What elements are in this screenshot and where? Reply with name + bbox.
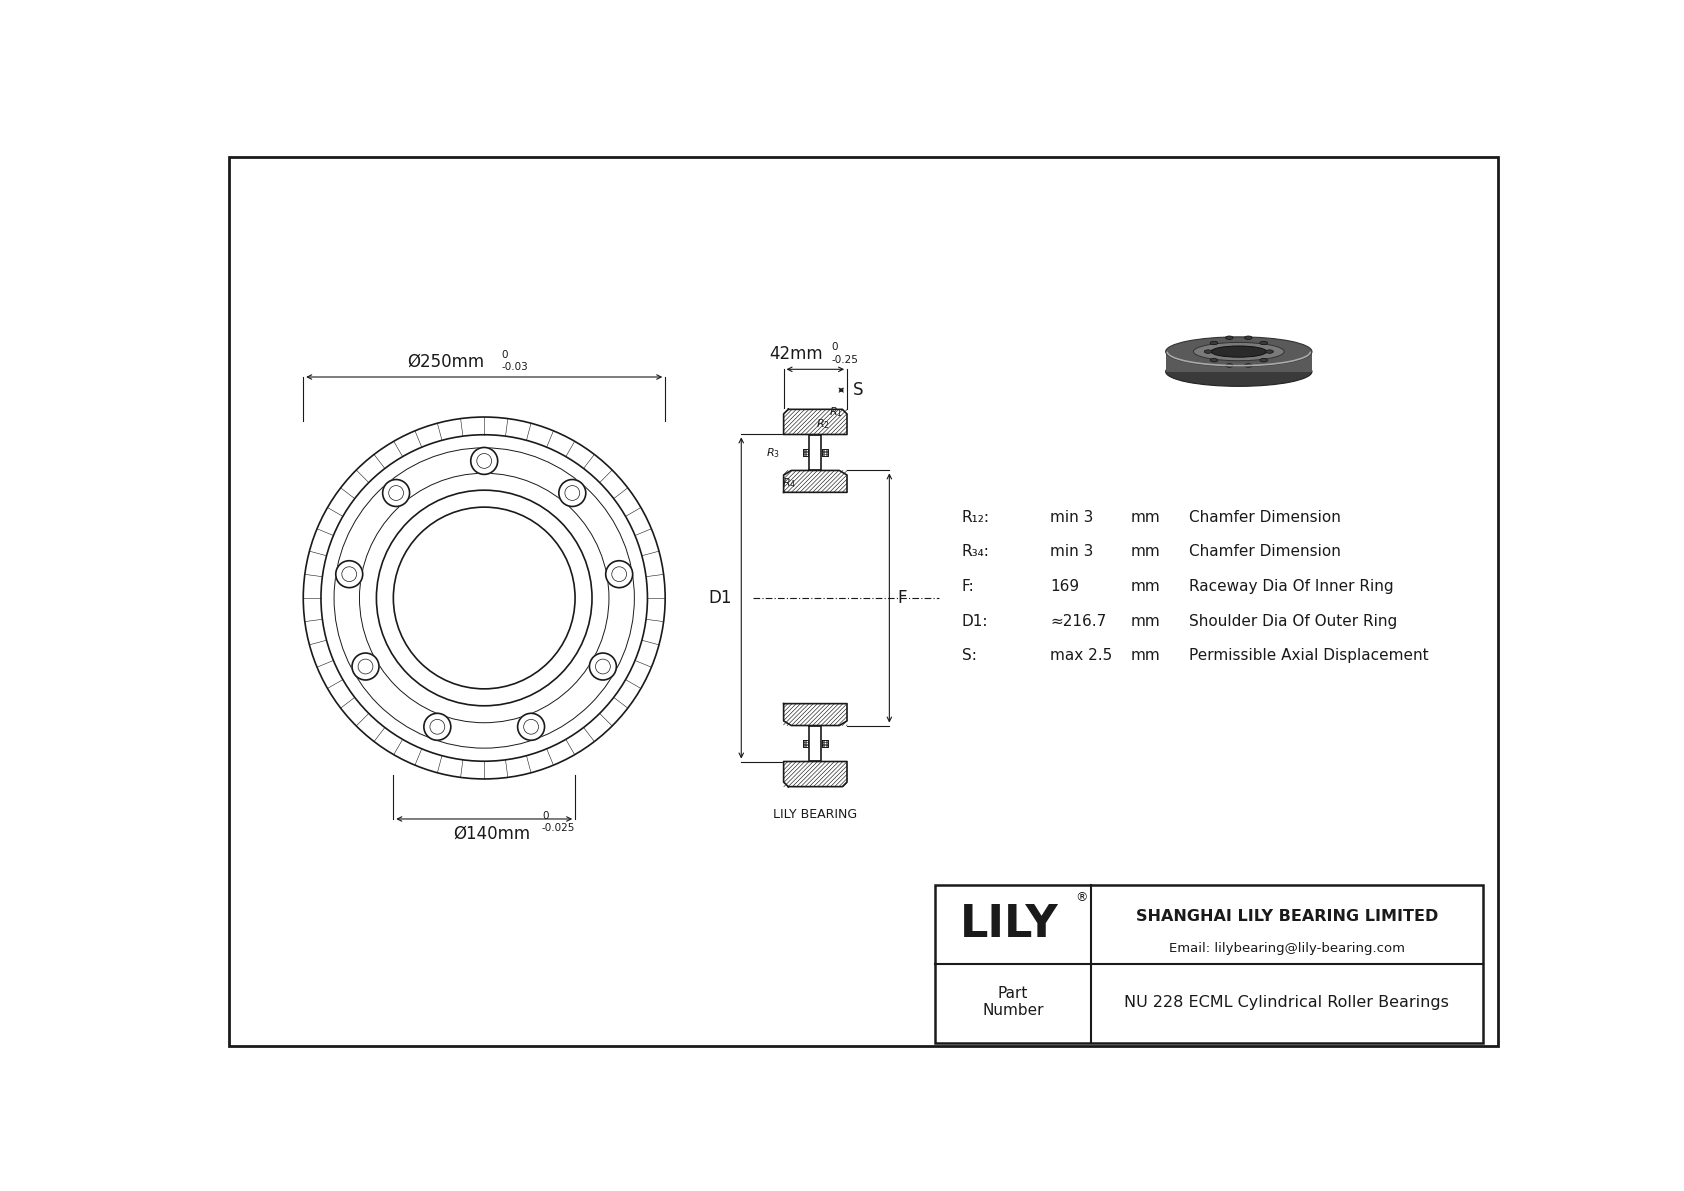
Text: Permissible Axial Displacement: Permissible Axial Displacement xyxy=(1189,648,1428,663)
Bar xyxy=(783,470,847,492)
Bar xyxy=(783,410,847,435)
Text: min 3: min 3 xyxy=(1051,544,1093,560)
Polygon shape xyxy=(803,449,808,456)
Text: 0: 0 xyxy=(542,811,549,821)
Text: D1:: D1: xyxy=(962,613,989,629)
Text: LILY: LILY xyxy=(960,903,1058,946)
Circle shape xyxy=(335,561,362,587)
Text: Email: lilybearing@lily-bearing.com: Email: lilybearing@lily-bearing.com xyxy=(1169,942,1404,955)
Text: Raceway Dia Of Inner Ring: Raceway Dia Of Inner Ring xyxy=(1189,579,1393,594)
Text: ≈216.7: ≈216.7 xyxy=(1051,613,1106,629)
Ellipse shape xyxy=(1165,337,1312,367)
Circle shape xyxy=(300,413,669,782)
Text: D1: D1 xyxy=(709,590,733,607)
Text: min 3: min 3 xyxy=(1051,510,1093,525)
Text: -0.03: -0.03 xyxy=(502,362,527,373)
Text: F:: F: xyxy=(962,579,975,594)
Text: max 2.5: max 2.5 xyxy=(1051,648,1113,663)
Text: mm: mm xyxy=(1132,613,1160,629)
Polygon shape xyxy=(783,410,847,435)
Ellipse shape xyxy=(1266,350,1273,354)
Text: $R_1$: $R_1$ xyxy=(829,405,844,418)
Text: Part
Number: Part Number xyxy=(982,986,1044,1018)
Text: -0.25: -0.25 xyxy=(832,355,859,364)
Text: mm: mm xyxy=(1132,510,1160,525)
Text: 169: 169 xyxy=(1051,579,1079,594)
Text: NU 228 ECML Cylindrical Roller Bearings: NU 228 ECML Cylindrical Roller Bearings xyxy=(1125,994,1450,1010)
Ellipse shape xyxy=(1165,357,1312,386)
Polygon shape xyxy=(808,727,822,761)
Ellipse shape xyxy=(1226,336,1233,339)
Ellipse shape xyxy=(1244,336,1253,339)
Text: $R_2$: $R_2$ xyxy=(817,418,830,431)
Polygon shape xyxy=(783,761,847,786)
Text: -0.025: -0.025 xyxy=(542,823,576,833)
Text: R₁₂:: R₁₂: xyxy=(962,510,990,525)
Text: Chamfer Dimension: Chamfer Dimension xyxy=(1189,544,1340,560)
Polygon shape xyxy=(783,704,847,725)
Circle shape xyxy=(382,480,409,506)
Text: SHANGHAI LILY BEARING LIMITED: SHANGHAI LILY BEARING LIMITED xyxy=(1135,909,1438,924)
Text: R₃₄:: R₃₄: xyxy=(962,544,990,560)
Circle shape xyxy=(589,653,616,680)
Polygon shape xyxy=(822,449,827,456)
Ellipse shape xyxy=(1204,350,1212,354)
Text: $R_3$: $R_3$ xyxy=(766,445,780,460)
Text: mm: mm xyxy=(1132,544,1160,560)
Text: mm: mm xyxy=(1132,648,1160,663)
Polygon shape xyxy=(803,740,808,748)
Text: 0: 0 xyxy=(832,342,839,353)
Text: S:: S: xyxy=(962,648,977,663)
Ellipse shape xyxy=(1260,342,1268,344)
Circle shape xyxy=(424,713,451,741)
Text: 42mm: 42mm xyxy=(770,345,823,363)
Polygon shape xyxy=(808,435,822,469)
Bar xyxy=(935,885,1484,1043)
FancyBboxPatch shape xyxy=(1165,351,1312,372)
Ellipse shape xyxy=(1211,347,1266,357)
Text: Ø250mm: Ø250mm xyxy=(408,353,485,370)
Circle shape xyxy=(472,448,498,474)
Text: Chamfer Dimension: Chamfer Dimension xyxy=(1189,510,1340,525)
Text: LILY BEARING: LILY BEARING xyxy=(773,809,857,822)
Text: ®: ® xyxy=(1076,891,1088,904)
Text: mm: mm xyxy=(1132,579,1160,594)
Polygon shape xyxy=(783,470,847,492)
Text: Ø140mm: Ø140mm xyxy=(453,825,530,843)
Ellipse shape xyxy=(1226,363,1233,367)
Text: $R_4$: $R_4$ xyxy=(781,476,797,491)
Ellipse shape xyxy=(1244,363,1253,367)
Ellipse shape xyxy=(1194,343,1285,361)
Bar xyxy=(783,704,847,725)
Ellipse shape xyxy=(1211,358,1218,362)
Polygon shape xyxy=(822,740,827,748)
Text: Shoulder Dia Of Outer Ring: Shoulder Dia Of Outer Ring xyxy=(1189,613,1398,629)
Bar xyxy=(783,761,847,786)
Text: S: S xyxy=(854,381,864,399)
Circle shape xyxy=(559,480,586,506)
Circle shape xyxy=(352,653,379,680)
Circle shape xyxy=(606,561,633,587)
Text: 0: 0 xyxy=(502,350,507,360)
Ellipse shape xyxy=(1211,342,1218,344)
Text: F: F xyxy=(898,590,906,607)
Ellipse shape xyxy=(1260,358,1268,362)
Circle shape xyxy=(517,713,544,741)
